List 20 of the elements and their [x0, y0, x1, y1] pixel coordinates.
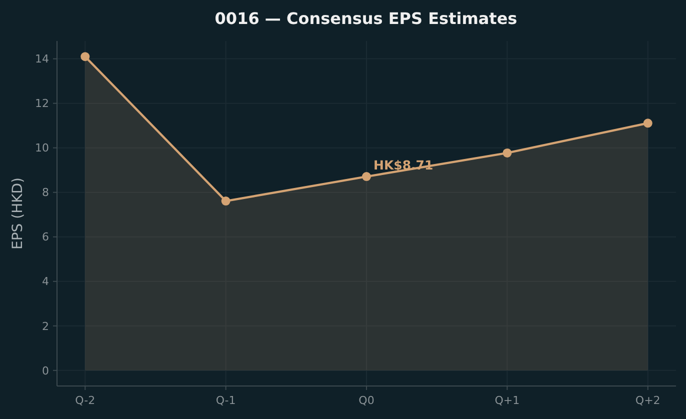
chart-title: 0016 — Consensus EPS Estimates	[214, 9, 518, 28]
y-tick-label: 10	[35, 142, 49, 155]
y-tick-label: 2	[42, 320, 49, 333]
x-tick-label: Q+1	[494, 394, 520, 407]
y-tick-label: 14	[35, 52, 49, 66]
point	[362, 172, 371, 182]
x-tick-label: Q0	[358, 394, 374, 407]
x-tick-label: Q+2	[635, 394, 660, 407]
point	[502, 148, 512, 158]
point	[221, 196, 230, 206]
y-tick-label: 12	[35, 97, 49, 110]
x-tick-label: Q-2	[75, 394, 96, 407]
y-tick-label: 0	[42, 364, 49, 378]
y-tick-label: 6	[42, 230, 49, 244]
point	[643, 118, 652, 128]
y-tick-label: 4	[42, 275, 49, 288]
x-tick-label: Q-1	[216, 394, 236, 407]
y-axis-title: EPS (HKD)	[10, 177, 26, 250]
point	[80, 52, 90, 62]
y-tick-label: 8	[42, 186, 49, 200]
